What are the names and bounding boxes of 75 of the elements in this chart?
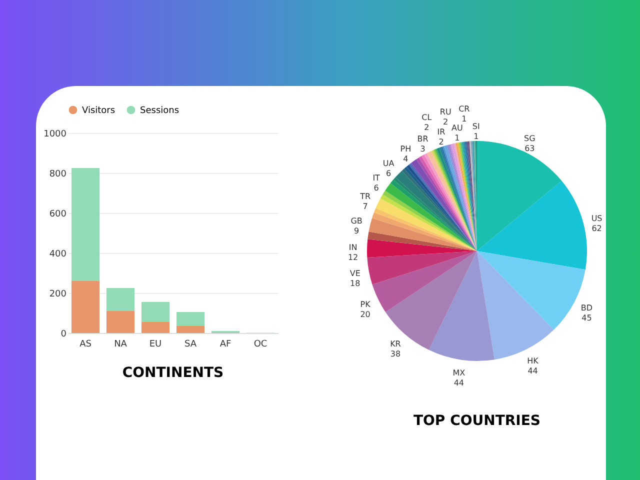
pie-slice	[367, 239, 477, 258]
data-label: 9	[354, 226, 360, 236]
pie-slice	[368, 218, 477, 251]
slice-label: PK	[360, 300, 372, 309]
slice-label: PH	[400, 144, 412, 154]
data-label: 2	[443, 118, 448, 127]
x-tick-label: OC	[254, 340, 268, 350]
pie-slice	[367, 251, 477, 285]
y-tick-label: 0	[60, 330, 67, 340]
slice-label: HK	[527, 356, 540, 366]
slice-label: AU	[452, 124, 464, 133]
data-label: 18	[350, 278, 360, 288]
slice-label: IN	[348, 242, 358, 252]
slice-label: SG	[524, 134, 536, 143]
pie-slice	[477, 141, 562, 251]
y-tick-label: 1000	[44, 130, 67, 140]
x-tick-label: SA	[184, 340, 198, 350]
bar	[142, 302, 170, 322]
legend-label: Sessions	[140, 106, 180, 116]
slice-label: TR	[359, 192, 371, 202]
pie-slice	[372, 251, 477, 312]
data-label: 63	[524, 144, 535, 153]
data-label: 4	[403, 154, 408, 164]
x-tick-label: EU	[149, 340, 162, 350]
x-tick-label: NA	[114, 340, 128, 350]
x-tick-label: AS	[80, 340, 92, 350]
y-tick-label: 400	[49, 250, 67, 260]
slice-label: BD	[580, 304, 593, 313]
data-label: 2	[424, 123, 430, 132]
slice-label: IR	[437, 127, 446, 136]
slice-label: SI	[472, 122, 480, 132]
slice-label: IT	[372, 174, 380, 183]
data-label: 62	[592, 224, 602, 233]
slice-label: CR	[458, 104, 470, 114]
slice-label: US	[591, 214, 602, 223]
slice-label: CL	[422, 113, 432, 122]
bar	[106, 311, 134, 333]
bar	[142, 322, 170, 333]
bar	[176, 312, 204, 326]
data-label: 44	[528, 366, 538, 376]
slice-label: UA	[382, 159, 395, 168]
slice-label: RU	[440, 108, 452, 117]
slice-label: GB	[350, 216, 362, 226]
data-label: 38	[390, 349, 401, 358]
data-label: 2	[438, 137, 444, 146]
data-label: 1	[474, 132, 479, 142]
legend-label: Visitors	[82, 106, 116, 116]
bar	[106, 288, 134, 311]
text: TOP COUNTRIES	[413, 413, 541, 429]
bar	[72, 281, 100, 333]
data-label: 44	[454, 378, 464, 388]
x-tick-label: AF	[220, 340, 232, 350]
slice-label: VE	[350, 268, 360, 278]
slice-label: BR	[417, 134, 429, 144]
y-tick-label: 600	[49, 210, 67, 220]
slice-label: KR	[390, 339, 402, 348]
data-label: 3	[420, 144, 426, 154]
data-label: 45	[582, 314, 592, 323]
data-label: 20	[360, 310, 370, 319]
y-tick-label: 800	[49, 170, 67, 180]
data-label: 1	[462, 114, 467, 124]
pie-slice	[386, 251, 477, 350]
data-label: 12	[348, 252, 358, 262]
pie-slice	[477, 180, 587, 270]
slice-label: MX	[452, 368, 466, 378]
y-tick-label: 200	[49, 290, 67, 300]
bar	[72, 168, 100, 281]
data-label: 1	[454, 134, 460, 143]
data-label: 6	[374, 184, 379, 193]
data-label: 6	[386, 169, 392, 178]
bar	[176, 326, 204, 333]
pie-slice	[428, 251, 495, 361]
pie-slice	[368, 232, 477, 251]
text: CONTINENTS	[122, 365, 224, 381]
data-label: 7	[362, 202, 368, 212]
